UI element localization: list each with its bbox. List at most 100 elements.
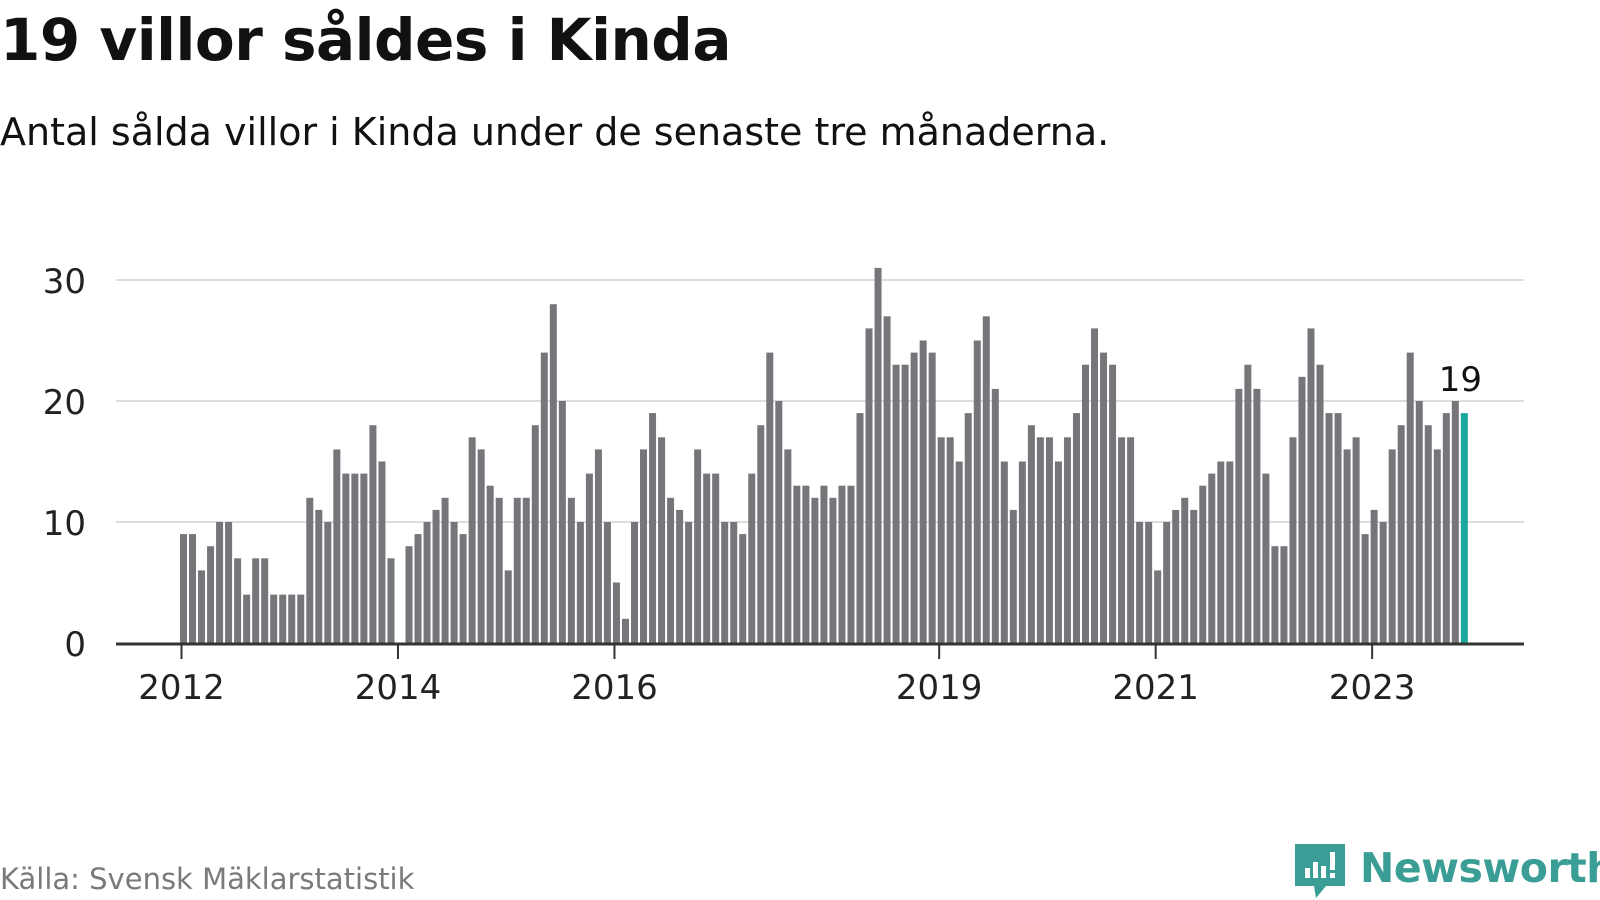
bar bbox=[1045, 437, 1053, 643]
bar bbox=[757, 425, 765, 643]
bar bbox=[1217, 461, 1225, 643]
bar bbox=[856, 413, 864, 643]
x-tick-label: 2014 bbox=[355, 668, 442, 708]
bar bbox=[378, 461, 386, 643]
bar bbox=[685, 522, 693, 643]
bar bbox=[423, 522, 431, 643]
labels: 0 10 20 30 19 2012 2014 2016 2019 2021 2023 bbox=[43, 262, 1482, 708]
bar bbox=[225, 522, 233, 643]
bar bbox=[1262, 473, 1270, 643]
bar bbox=[1424, 425, 1432, 643]
bar bbox=[1325, 413, 1333, 643]
bar bbox=[279, 594, 287, 643]
bar bbox=[288, 594, 296, 643]
bar bbox=[676, 509, 684, 643]
bar bbox=[1442, 413, 1450, 643]
bar bbox=[1280, 546, 1288, 643]
y-tick-label: 30 bbox=[43, 262, 86, 302]
bar bbox=[1415, 401, 1423, 643]
bar bbox=[351, 473, 359, 643]
bar bbox=[1397, 425, 1405, 643]
bar bbox=[730, 522, 738, 643]
bar bbox=[369, 425, 377, 643]
bar bbox=[694, 449, 702, 643]
bar bbox=[1244, 364, 1252, 643]
bar bbox=[333, 449, 341, 643]
bar bbox=[919, 340, 927, 643]
bar bbox=[1298, 376, 1306, 643]
bar bbox=[946, 437, 954, 643]
bar bbox=[874, 267, 882, 643]
bar bbox=[342, 473, 350, 643]
y-tick-label: 0 bbox=[64, 625, 86, 665]
data-label: 19 bbox=[1439, 360, 1482, 400]
bar bbox=[775, 401, 783, 643]
bar bbox=[1000, 461, 1008, 643]
x-tick-label: 2016 bbox=[571, 668, 658, 708]
bar bbox=[495, 497, 503, 643]
bar bbox=[486, 485, 494, 643]
bar bbox=[360, 473, 368, 643]
bar bbox=[802, 485, 810, 643]
bar bbox=[766, 352, 774, 643]
bar bbox=[1343, 449, 1351, 643]
bar bbox=[928, 352, 936, 643]
bar bbox=[585, 473, 593, 643]
bar bbox=[1100, 352, 1108, 643]
x-tick-label: 2023 bbox=[1329, 668, 1416, 708]
y-tick-label: 20 bbox=[43, 383, 86, 423]
bar bbox=[865, 328, 873, 643]
bar bbox=[1018, 461, 1026, 643]
bar bbox=[820, 485, 828, 643]
bar bbox=[1063, 437, 1071, 643]
bar bbox=[1054, 461, 1062, 643]
bar bbox=[712, 473, 720, 643]
bar bbox=[1136, 522, 1144, 643]
bar bbox=[567, 497, 575, 643]
bar bbox=[450, 522, 458, 643]
bar bbox=[721, 522, 729, 643]
bar bbox=[1190, 509, 1198, 643]
bar bbox=[405, 546, 413, 643]
bar bbox=[1009, 509, 1017, 643]
bar bbox=[901, 364, 909, 643]
newsworthy-icon bbox=[1295, 844, 1345, 898]
bar bbox=[1072, 413, 1080, 643]
bar bbox=[658, 437, 666, 643]
bar bbox=[1370, 509, 1378, 643]
bar bbox=[1127, 437, 1135, 643]
bar bbox=[1154, 570, 1162, 643]
bar bbox=[1406, 352, 1414, 643]
bar bbox=[1163, 522, 1171, 643]
bar bbox=[1082, 364, 1089, 643]
axes bbox=[116, 642, 1524, 659]
bar bbox=[649, 413, 657, 643]
bar bbox=[1352, 437, 1360, 643]
x-tick-label: 2021 bbox=[1112, 668, 1199, 708]
bar bbox=[270, 594, 278, 643]
bar bbox=[180, 534, 187, 643]
bar bbox=[1181, 497, 1189, 643]
bar bbox=[1253, 388, 1261, 643]
bar bbox=[811, 497, 819, 643]
bar bbox=[621, 618, 629, 643]
bar bbox=[1307, 328, 1315, 643]
bar bbox=[829, 497, 837, 643]
bar bbox=[847, 485, 855, 643]
bar bbox=[1289, 437, 1297, 643]
bar bbox=[955, 461, 963, 643]
bar bbox=[1118, 437, 1126, 643]
bar bbox=[739, 534, 747, 643]
bar bbox=[1109, 364, 1117, 643]
chart-title: 19 villor såldes i Kinda bbox=[0, 6, 731, 74]
bar bbox=[261, 558, 269, 643]
bar-chart: 0 10 20 30 19 2012 2014 2016 2019 2021 2023 bbox=[43, 262, 1524, 708]
bar bbox=[1199, 485, 1207, 643]
newsworthy-logo: Newsworthy bbox=[1290, 842, 1600, 900]
bar bbox=[198, 570, 206, 643]
bar bbox=[883, 316, 891, 643]
bar bbox=[315, 509, 323, 643]
bar bbox=[793, 485, 801, 643]
gridlines bbox=[116, 279, 1524, 523]
bar bbox=[1451, 401, 1459, 643]
